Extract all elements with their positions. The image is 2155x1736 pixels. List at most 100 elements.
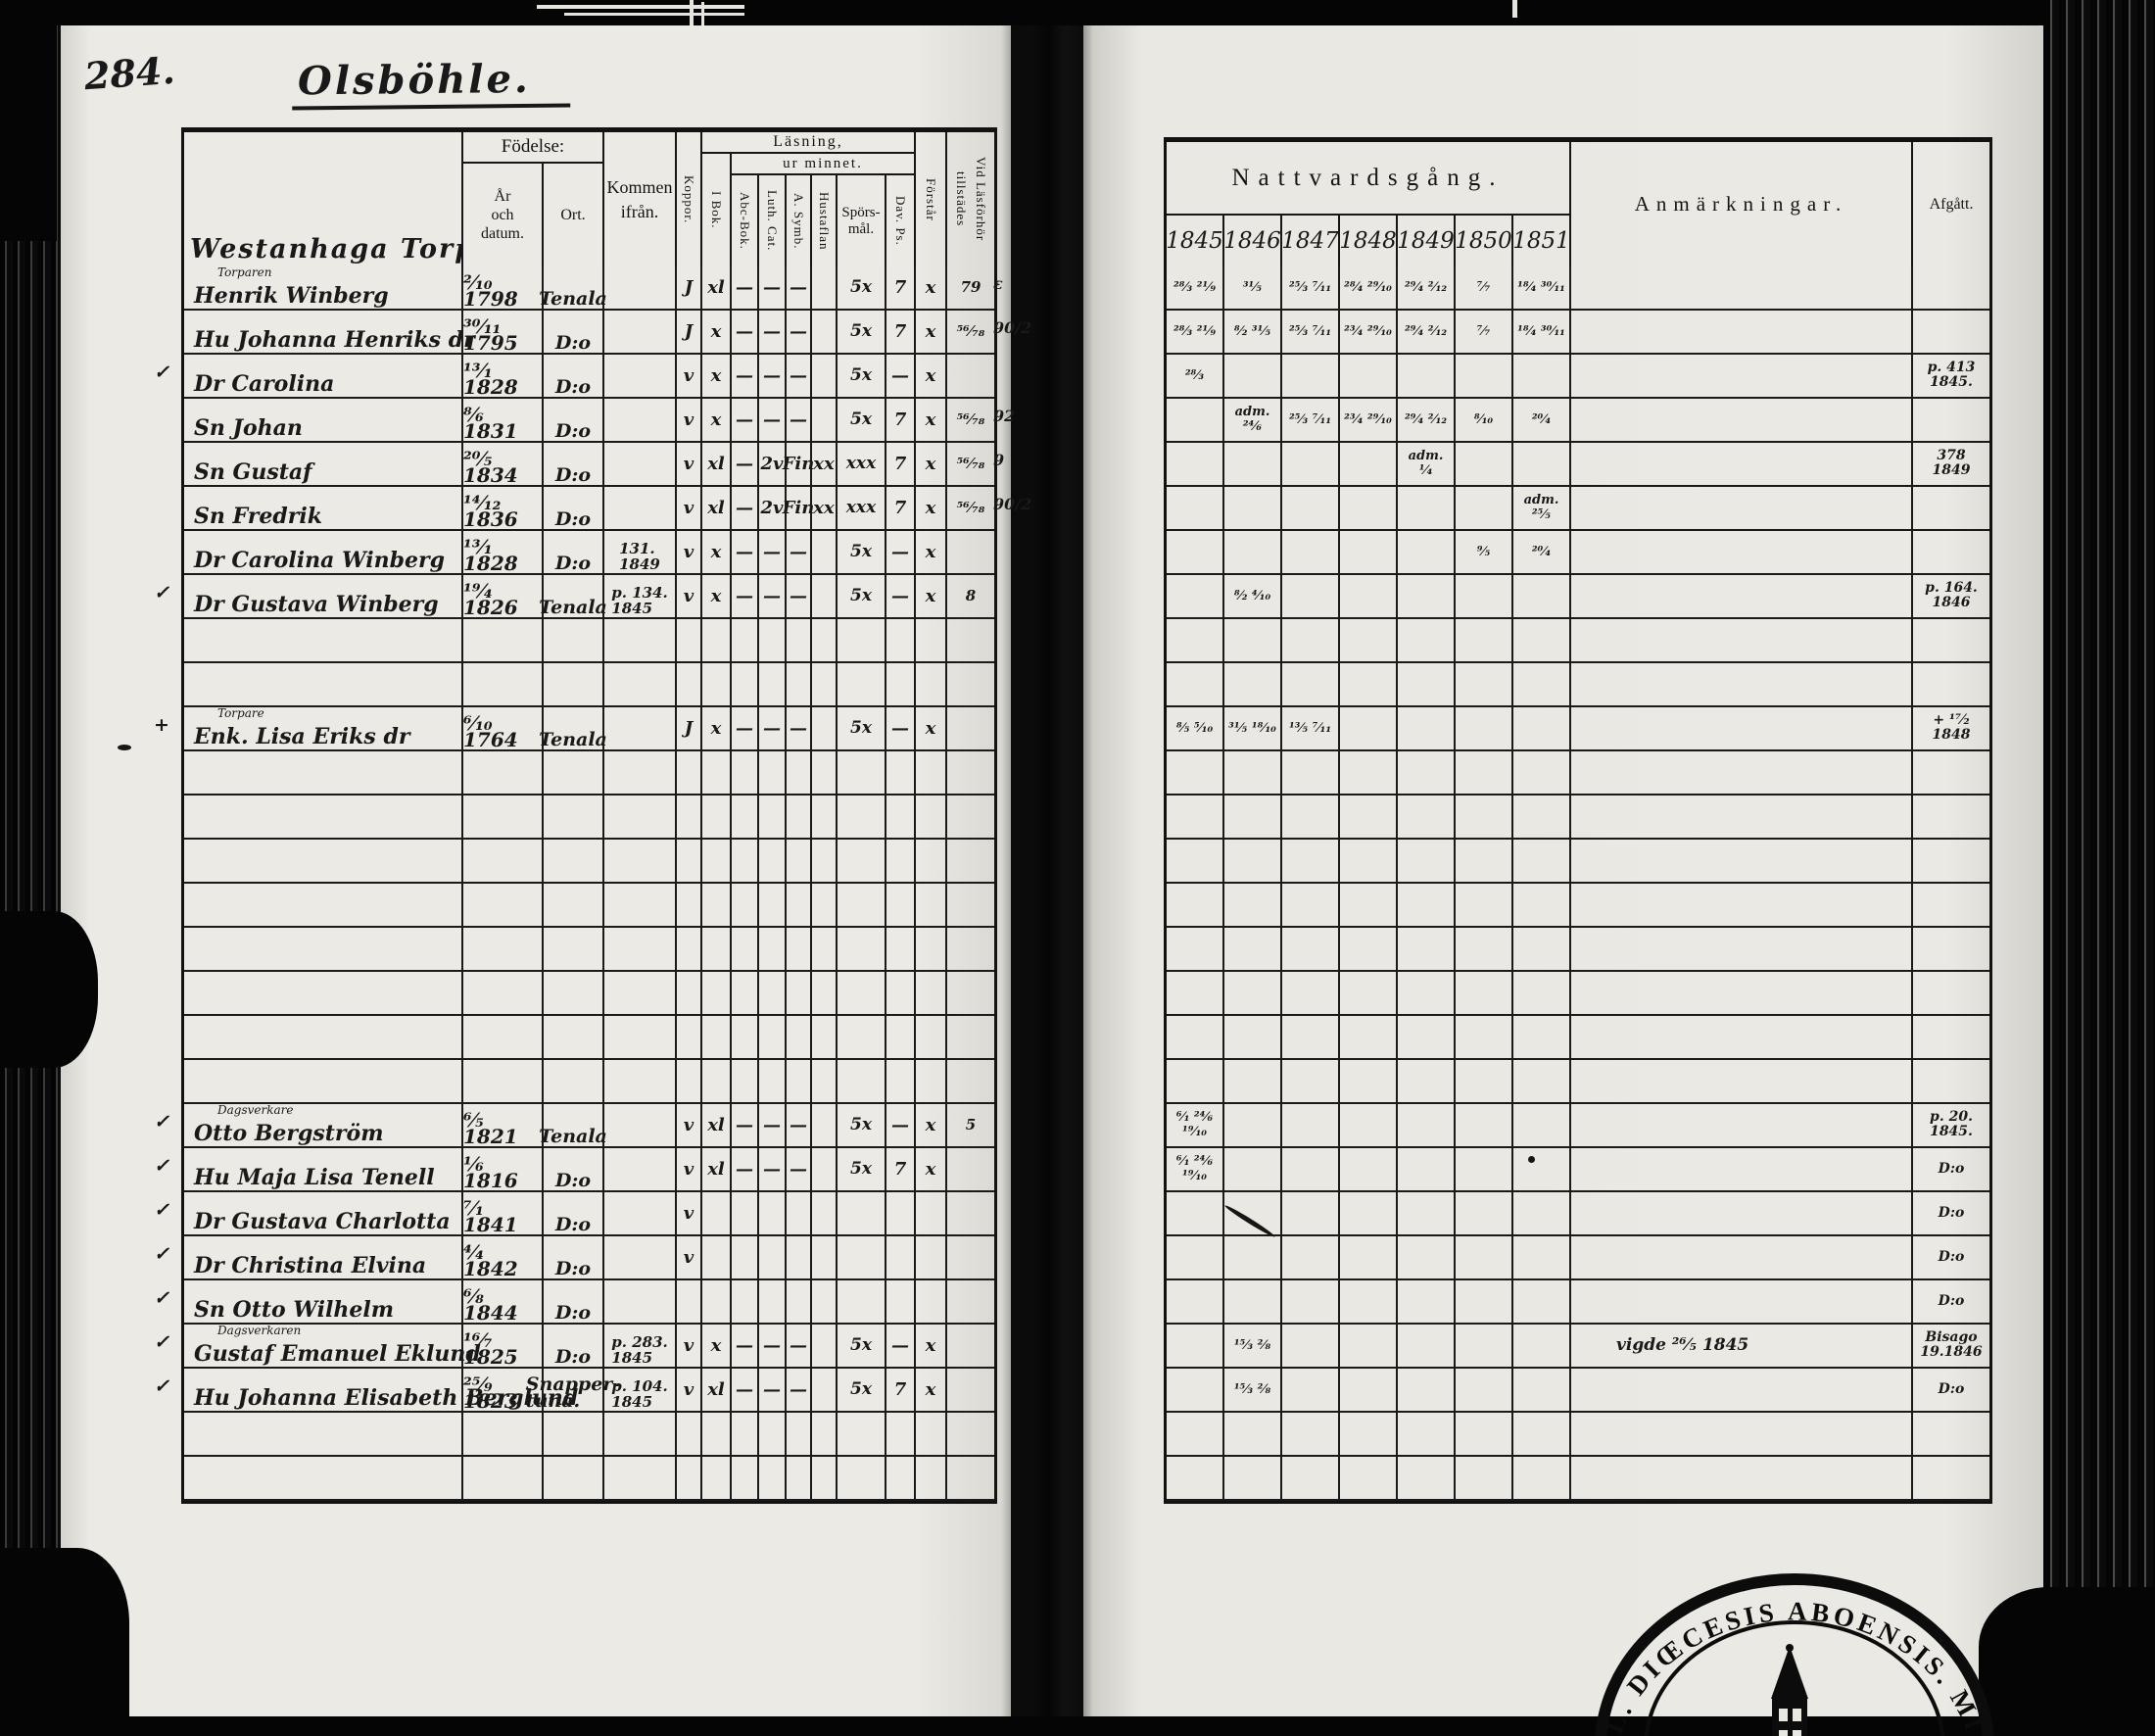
remarks-cell [1571,1104,1913,1146]
communion-cell-1850 [1456,575,1513,617]
communion-cell-1845 [1167,1016,1224,1058]
cell-ort [544,928,604,970]
cell-abc: — [732,1148,759,1190]
departed-cell: D:o [1938,1160,1965,1177]
cell-koppor: J [677,266,702,309]
communion-cell-1845 [1167,1457,1224,1499]
communion-cell-1846 [1224,1192,1282,1234]
cell-forstar: x [916,1148,947,1190]
person-name: Otto Bergström [194,1121,384,1146]
communion-cell-1846 [1224,1413,1282,1455]
cell-kommen [604,663,677,705]
cell-kommen: p. 283. 1845 [604,1325,677,1367]
cell-forstar [916,972,947,1014]
communion-cell-1851 [1513,1192,1571,1234]
left-page [54,25,1011,1720]
ink-speck [118,745,131,750]
communion-cell-1847 [1282,1192,1340,1234]
cell-hustaf [812,1457,838,1499]
communion-cell-1849 [1398,1325,1456,1367]
cell-dav [886,884,916,926]
communion-cell-1848 [1340,1369,1398,1411]
communion-cell-1847 [1282,1325,1340,1367]
cell-spors [838,619,886,661]
communion-cell-1845 [1167,796,1224,838]
cell-symb [787,840,812,882]
communion-cell-1846 [1224,884,1282,926]
cell-abc [732,884,759,926]
communion-cell-1846: ⁸⁄₂ ⁴⁄₁₀ [1224,575,1282,617]
cell-forstar: x [916,266,947,309]
communion-cell-1846: ⁸⁄₂ ³¹⁄₅ [1224,311,1282,353]
header-luth-cat: Luth. Cat. [759,175,787,266]
cell-koppor [677,1060,702,1102]
cell-dav [886,928,916,970]
cell-ort: Tenala [539,707,607,749]
cell-ort [544,663,604,705]
cell-name: Sn Gustaf [184,443,463,485]
cell-spors [838,884,886,926]
record-row-left: Hu Maja Lisa Tenell ¹⁄₆ 1816 D:o v xl — — —5x 7 x [184,1148,994,1192]
communion-cell-1845: ⁶⁄₁ ²⁴⁄₆ ¹⁹⁄₁₀ [1167,1104,1224,1146]
cell-spors [838,1192,886,1234]
record-row-left: Sn Johan ⁸⁄₆ 1831 D:o v x — — —5x 7 x ⁵⁶⁄₇₈ [184,399,994,443]
record-row-left [184,840,994,884]
cell-symb: — [787,707,812,749]
cell-tillst [947,884,994,926]
thumb-shadow-left [0,911,98,1068]
margin-mark: + [154,713,169,736]
occupation-label: Torpare [217,706,264,720]
communion-cell-1848 [1340,1060,1398,1102]
cell-hustaf [812,399,838,441]
communion-cell-1846 [1224,487,1282,529]
cell-forstar [916,796,947,838]
cell-spors: 5x [838,311,886,353]
communion-cell-1846 [1224,1060,1282,1102]
remarks-cell [1571,1192,1913,1234]
cell-ibok: xl [702,266,732,309]
cell-spors [838,1060,886,1102]
cell-dav [886,1016,916,1058]
cell-hustaf: xx [812,487,838,529]
cell-spors [838,1413,886,1455]
cell-tillst: ⁵⁶⁄₇₈ [956,498,985,516]
cell-name: Dr Christina Elvina [184,1236,463,1278]
cell-ibok [702,751,732,794]
cell-abc [732,1280,759,1323]
cell-ort [544,619,604,661]
cell-symb [787,619,812,661]
cell-abc: — [732,575,759,617]
cell-kommen [604,1060,677,1102]
cell-name: Dagsverkare Otto Bergström [184,1104,463,1146]
margin-note-right: 90/2 [993,318,1032,337]
cell-forstar: x [916,531,947,573]
page-edge-sliver [701,2,704,25]
communion-cell-1849 [1398,796,1456,838]
cell-abc [732,1192,759,1234]
communion-cell-1848 [1340,884,1398,926]
cell-kommen [604,443,677,485]
cell-tillst [947,1016,994,1058]
cell-koppor: v [677,1369,702,1411]
communion-cell-1850 [1456,1192,1513,1234]
cell-dav: 7 [886,487,916,529]
communion-cell-1850 [1456,1325,1513,1367]
communion-cell-1850 [1456,884,1513,926]
departed-cell [1913,972,1989,1014]
header-kommen-ifran: Kommen ifrån. [604,132,677,266]
record-row-right: ¹⁵⁄₃ ²⁄₈ D:o [1167,1369,1989,1413]
cell-koppor [677,1016,702,1058]
cell-name [184,619,463,661]
cell-symb: — [787,399,812,441]
cell-name [184,1060,463,1102]
cell-symb [787,751,812,794]
communion-cell-1849 [1398,575,1456,617]
header-i-bok: I Bok. [702,154,732,266]
ink-speck [1528,1156,1535,1163]
communion-cell-1849 [1398,1236,1456,1278]
person-name: Sn Fredrik [194,504,322,529]
cell-birth: ²⁰⁄₅ 1834 [463,443,544,485]
cell-symb: Fin [783,443,814,485]
cell-symb [787,1236,812,1278]
